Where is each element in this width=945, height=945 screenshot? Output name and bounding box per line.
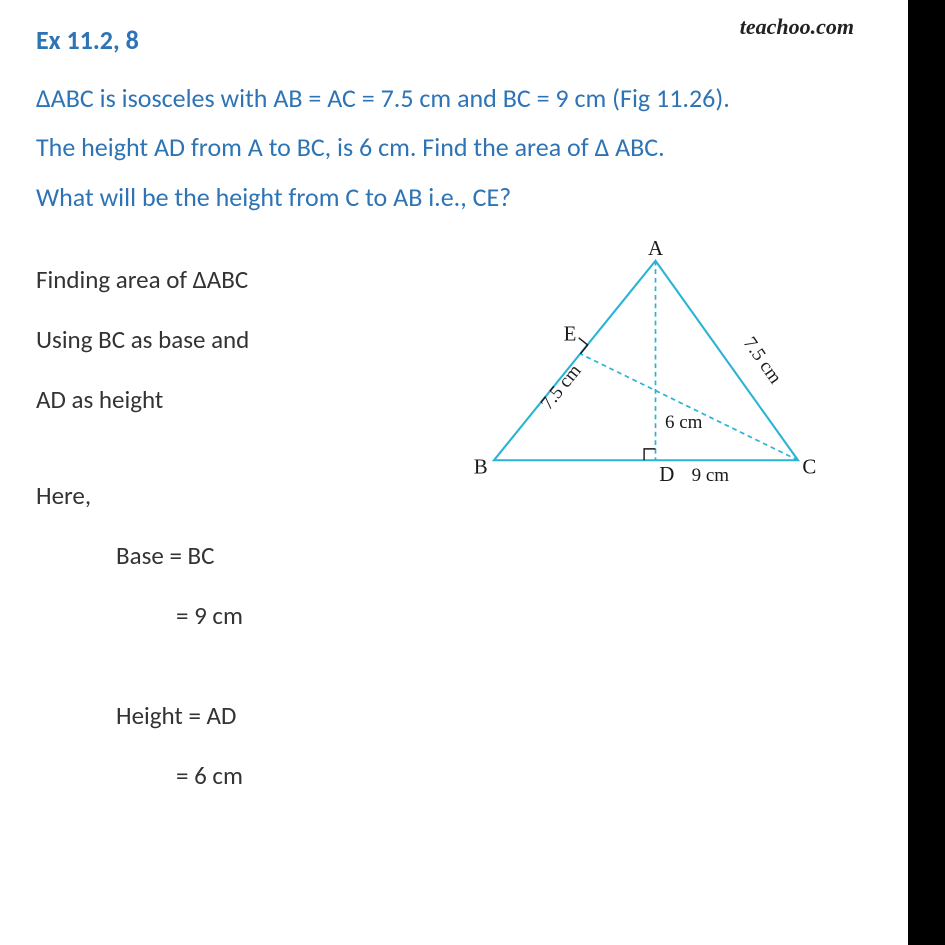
content-area: A B C D E 7.5 cm 7.5 cm 6 cm 9 cm Findin… <box>36 250 846 806</box>
label-c: C <box>802 455 816 479</box>
label-d: D <box>659 462 674 486</box>
triangle-figure: A B C D E 7.5 cm 7.5 cm 6 cm 9 cm <box>456 240 836 500</box>
question-line: ΔABC is isosceles with AB = AC = 7.5 cm … <box>36 74 846 123</box>
right-white-strip <box>882 0 908 945</box>
dim-ac: 7.5 cm <box>739 333 786 388</box>
sol-line: = 6 cm <box>36 746 846 806</box>
question-line: What will be the height from C to AB i.e… <box>36 173 846 222</box>
dim-ab: 7.5 cm <box>537 361 586 415</box>
label-a: A <box>648 240 663 260</box>
right-black-bar <box>882 0 945 945</box>
sol-line: Height = AD <box>36 686 846 746</box>
label-b: B <box>474 455 488 479</box>
right-angle-d <box>644 449 655 460</box>
question-line: The height AD from A to BC, is 6 cm. Fin… <box>36 123 846 172</box>
question-block: ΔABC is isosceles with AB = AC = 7.5 cm … <box>36 74 846 222</box>
spacer <box>36 646 846 686</box>
sol-line: Base = BC <box>36 526 846 586</box>
dim-ad: 6 cm <box>665 412 703 433</box>
exercise-title: Ex 11.2, 8 <box>36 24 846 56</box>
sol-line: = 9 cm <box>36 586 846 646</box>
watermark-text: teachoo.com <box>740 14 854 40</box>
label-e: E <box>564 322 577 346</box>
dim-dc: 9 cm <box>692 465 730 486</box>
page-container: teachoo.com Ex 11.2, 8 ΔABC is isosceles… <box>0 0 882 945</box>
triangle-svg: A B C D E 7.5 cm 7.5 cm 6 cm 9 cm <box>456 240 836 500</box>
